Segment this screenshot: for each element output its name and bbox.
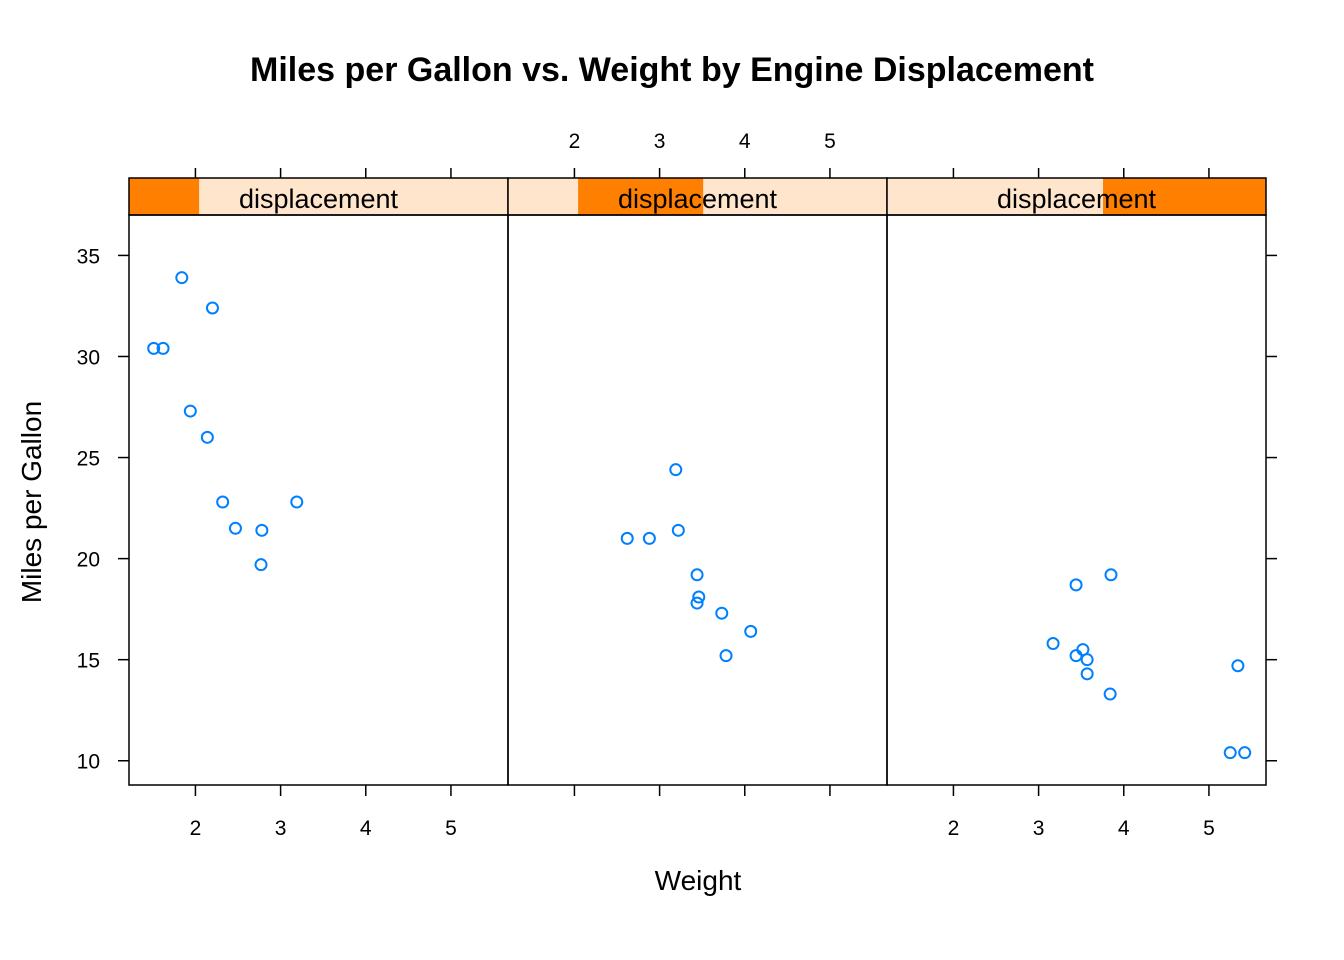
data-point xyxy=(1103,687,1117,701)
data-point xyxy=(719,649,733,663)
data-point xyxy=(1069,649,1083,663)
data-point xyxy=(1080,653,1094,667)
data-point xyxy=(690,568,704,582)
y-axis-label: Miles per Gallon xyxy=(16,401,47,603)
data-point xyxy=(200,430,214,444)
shingle-indicator xyxy=(578,178,704,215)
data-point xyxy=(669,463,683,477)
panel-frame xyxy=(507,214,888,786)
data-point xyxy=(228,521,242,535)
panel-frame xyxy=(886,214,1267,786)
data-point xyxy=(255,523,269,537)
data-point xyxy=(156,341,170,355)
data-point xyxy=(1046,637,1060,651)
y-tick-label: 10 xyxy=(77,751,100,774)
data-point xyxy=(1238,746,1252,760)
data-point xyxy=(254,558,268,572)
x-axis-label: Weight xyxy=(655,865,742,896)
x-tick-label: 4 xyxy=(739,130,751,153)
x-tick-label: 5 xyxy=(824,130,836,153)
data-point xyxy=(692,590,706,604)
data-point xyxy=(715,606,729,620)
shingle-indicator xyxy=(129,178,200,215)
x-tick-label: 2 xyxy=(948,817,960,840)
data-point xyxy=(216,495,230,509)
data-point xyxy=(671,523,685,537)
data-point xyxy=(620,531,634,545)
data-point xyxy=(205,301,219,315)
data-point xyxy=(642,531,656,545)
panels-group: displacement 2 3 4 5 displacement 2 3 4 5 displace… xyxy=(77,130,1277,840)
x-tick-label: 3 xyxy=(1033,817,1045,840)
x-tick-label: 3 xyxy=(654,130,666,153)
x-tick-label: 4 xyxy=(1118,817,1130,840)
data-point xyxy=(690,596,704,610)
x-tick-label: 3 xyxy=(275,817,287,840)
y-tick-label: 35 xyxy=(77,245,100,268)
strip-label: displacement xyxy=(239,184,399,214)
x-tick-label: 5 xyxy=(1203,817,1215,840)
y-tick-label: 15 xyxy=(77,650,100,673)
x-tick-label: 5 xyxy=(445,817,457,840)
data-point xyxy=(1080,667,1094,681)
panel-frame xyxy=(128,214,509,786)
x-tick-label: 2 xyxy=(190,817,202,840)
strip-label: displacement xyxy=(997,184,1157,214)
data-point xyxy=(744,624,758,638)
data-point xyxy=(175,271,189,285)
data-point xyxy=(1223,746,1237,760)
data-point xyxy=(290,495,304,509)
y-tick-label: 20 xyxy=(77,549,100,572)
shingle-indicator xyxy=(1103,178,1266,215)
x-tick-label: 2 xyxy=(569,130,581,153)
data-point xyxy=(1104,568,1118,582)
chart-title: Miles per Gallon vs. Weight by Engine Di… xyxy=(250,51,1094,89)
data-point xyxy=(147,341,161,355)
data-point xyxy=(1069,578,1083,592)
strip-label: displacement xyxy=(618,184,778,214)
data-point xyxy=(183,404,197,418)
data-point xyxy=(1231,659,1245,673)
y-tick-label: 25 xyxy=(77,448,100,471)
y-tick-label: 30 xyxy=(77,346,100,369)
x-tick-label: 4 xyxy=(360,817,372,840)
